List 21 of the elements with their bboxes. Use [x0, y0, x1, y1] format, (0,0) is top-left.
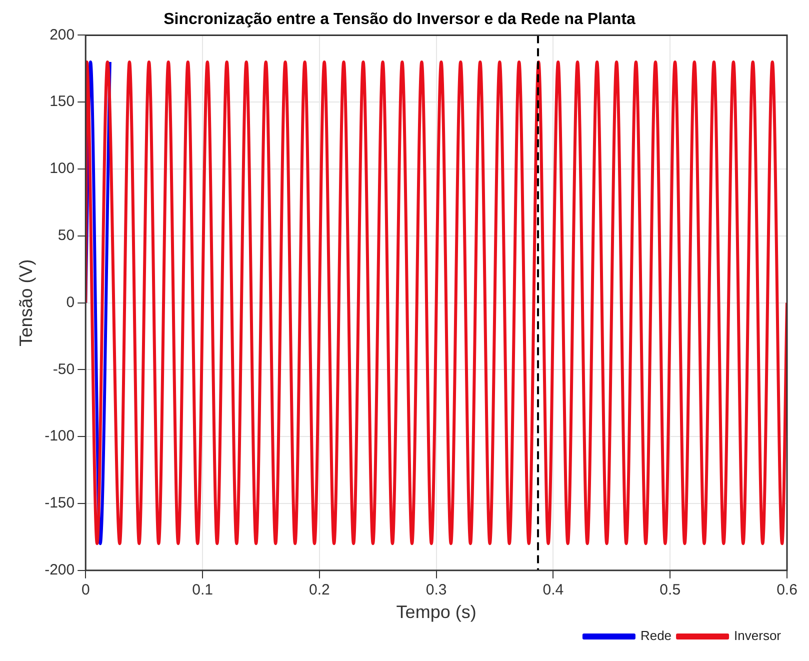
x-tick-label: 0.3 [426, 582, 447, 599]
y-tick-label: -50 [52, 360, 75, 378]
x-tick-label: 0.1 [192, 582, 213, 599]
x-tick-label: 0.4 [542, 582, 564, 599]
y-tick-label: 100 [50, 160, 75, 178]
x-tick-label: 0 [81, 582, 90, 599]
y-tick-label: 150 [50, 93, 75, 110]
y-tick-label: 200 [50, 26, 75, 44]
legend-label: Rede [640, 628, 672, 644]
x-tick-label: 0.6 [776, 582, 798, 599]
x-tick-label: 0.5 [660, 582, 681, 599]
y-tick-label: 50 [58, 227, 75, 244]
x-tick-label: 0.2 [308, 582, 330, 599]
legend-label: Inversor [734, 628, 782, 644]
y-tick-label: -200 [44, 562, 75, 579]
y-tick-label: -100 [44, 428, 75, 445]
y-tick-label: 0 [66, 294, 75, 311]
y-tick-label: -150 [44, 494, 75, 512]
y-axis-title: Tensão (V) [16, 259, 36, 346]
x-axis-title: Tempo (s) [396, 602, 476, 622]
chart-title: Sincronização entre a Tensão do Inversor e da Rede na Planta [164, 11, 636, 28]
